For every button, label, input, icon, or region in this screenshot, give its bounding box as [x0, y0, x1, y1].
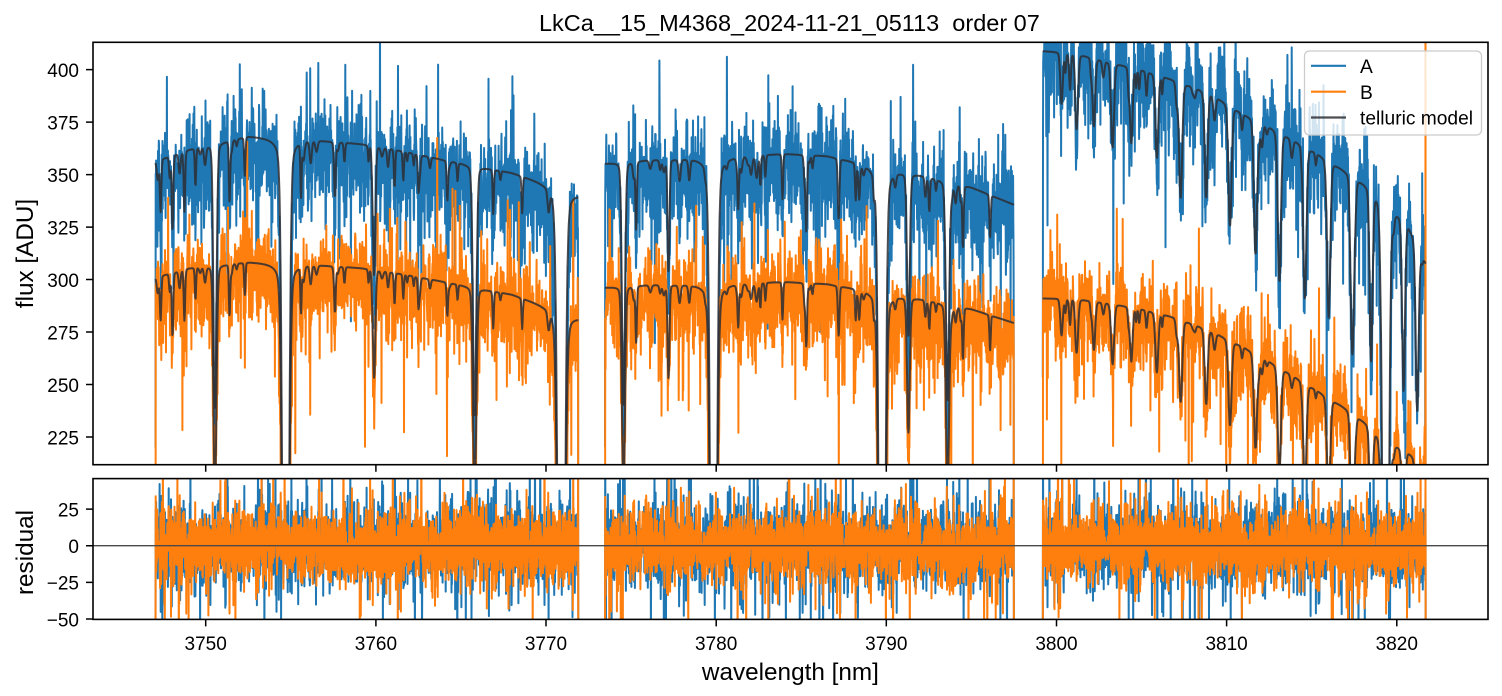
svg-text:3800: 3800	[1035, 634, 1077, 655]
svg-text:−50: −50	[47, 610, 79, 631]
svg-text:400: 400	[47, 61, 79, 82]
svg-text:telluric model: telluric model	[1360, 109, 1473, 130]
svg-text:275: 275	[47, 323, 79, 344]
svg-text:−25: −25	[47, 574, 79, 595]
svg-text:3820: 3820	[1376, 634, 1418, 655]
svg-text:350: 350	[47, 166, 79, 187]
svg-text:B: B	[1360, 83, 1373, 104]
svg-text:325: 325	[47, 218, 79, 239]
svg-text:residual: residual	[12, 510, 39, 595]
svg-text:250: 250	[47, 376, 79, 397]
svg-text:3810: 3810	[1205, 634, 1247, 655]
svg-text:3780: 3780	[695, 634, 737, 655]
svg-text:3760: 3760	[355, 634, 397, 655]
svg-text:3770: 3770	[525, 634, 567, 655]
svg-text:3750: 3750	[185, 634, 227, 655]
svg-text:A: A	[1360, 57, 1373, 78]
svg-text:3790: 3790	[865, 634, 907, 655]
svg-text:0: 0	[68, 537, 79, 558]
svg-text:225: 225	[47, 428, 79, 449]
svg-text:375: 375	[47, 113, 79, 134]
svg-text:LkCa__15_M4368_2024-11-21_0511: LkCa__15_M4368_2024-11-21_05113 order 07	[539, 10, 1040, 36]
svg-text:flux [ADU]: flux [ADU]	[12, 199, 39, 308]
svg-text:25: 25	[58, 500, 79, 521]
svg-text:300: 300	[47, 271, 79, 292]
svg-text:wavelength [nm]: wavelength [nm]	[701, 659, 879, 686]
